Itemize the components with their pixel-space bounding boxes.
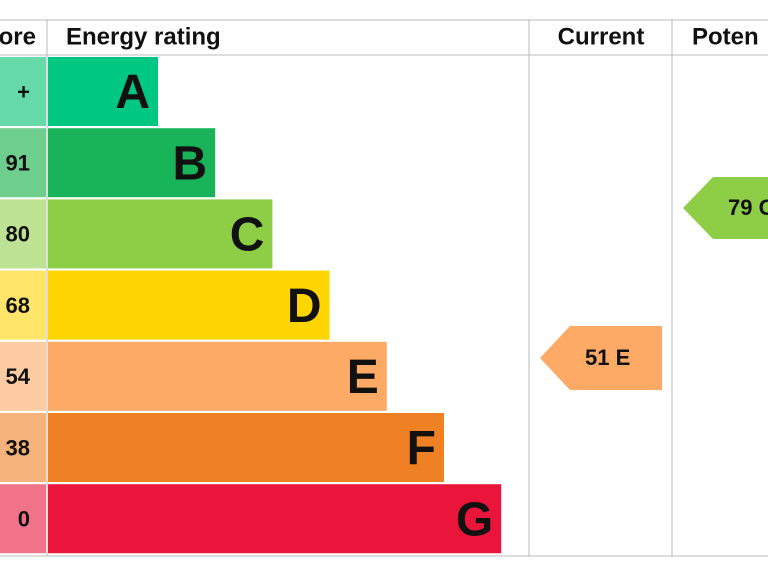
- potential-arrow: [683, 177, 768, 239]
- band-bar: [48, 341, 387, 411]
- band-bar: [48, 413, 444, 482]
- score-label: 38: [6, 435, 30, 460]
- score-cell: [0, 199, 46, 269]
- score-label: +: [17, 79, 30, 104]
- score-cell: [0, 270, 46, 340]
- score-cell: [0, 413, 46, 482]
- score-label: 0: [18, 507, 30, 532]
- band-letter: E: [347, 351, 379, 404]
- band-letter: G: [456, 493, 493, 546]
- band-letter: D: [287, 280, 322, 333]
- band-letter: F: [407, 422, 436, 475]
- score-cell: [0, 57, 46, 126]
- band-bar: [48, 484, 502, 554]
- potential-label: 79 C: [728, 195, 768, 220]
- score-cell: [0, 484, 46, 554]
- score-cell: [0, 128, 46, 198]
- header-score: ore: [0, 23, 36, 50]
- band-bar: [48, 57, 158, 126]
- header-potential: Poten: [692, 23, 759, 50]
- score-label: 54: [6, 364, 31, 389]
- band-bar: [48, 270, 330, 340]
- current-label: 51 E: [585, 345, 630, 370]
- header-rating: Energy rating: [66, 23, 221, 50]
- band-letter: C: [230, 209, 265, 262]
- score-cell: [0, 341, 46, 411]
- band-bar: [48, 128, 216, 198]
- band-bar: [48, 199, 273, 269]
- header-current: Current: [558, 23, 645, 50]
- score-label: 80: [6, 222, 30, 247]
- score-label: 68: [6, 293, 30, 318]
- band-letter: A: [115, 66, 150, 119]
- current-arrow: [540, 326, 662, 390]
- score-label: 91: [6, 151, 30, 176]
- band-letter: B: [173, 137, 208, 190]
